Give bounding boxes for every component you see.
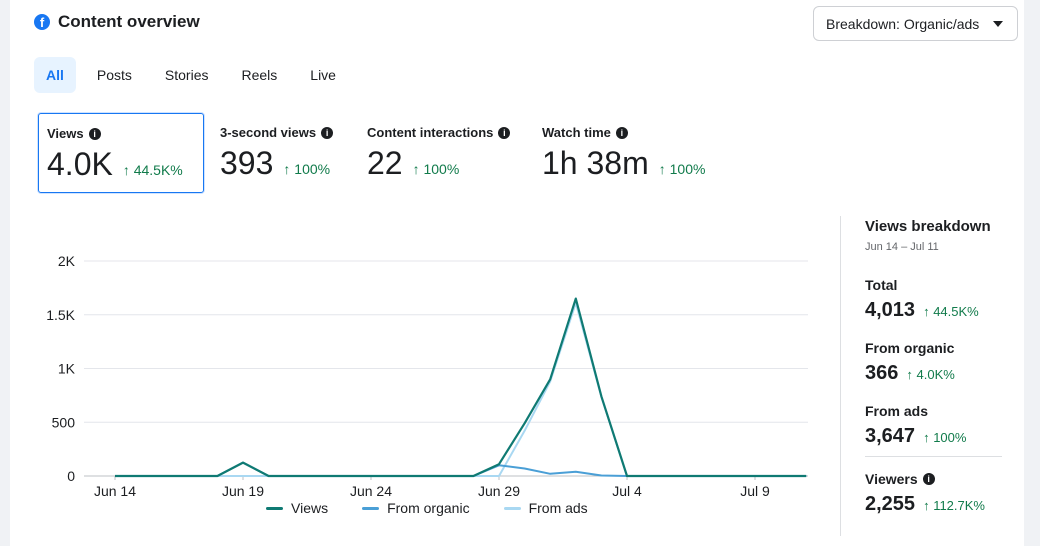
x-tick-label: Jul 4 [612, 483, 642, 499]
metric-3-second-views[interactable]: 3-second views i 393 ↑ 100% [212, 113, 352, 193]
tab-live[interactable]: Live [310, 67, 336, 83]
metric-label: Views [47, 126, 84, 141]
series-line-views [115, 297, 807, 478]
breakdown-delta: ↑ 4.0K% [906, 367, 955, 382]
legend-label: From ads [528, 500, 588, 516]
tab-all[interactable]: All [34, 57, 76, 93]
card-header: f Content overview [34, 12, 200, 32]
x-tick-label: Jun 24 [350, 483, 392, 499]
page-title: Content overview [58, 12, 200, 31]
x-tick-label: Jun 14 [94, 483, 136, 499]
breakdown-label: Breakdown: Organic/ads [826, 15, 980, 32]
tab-posts[interactable]: Posts [96, 67, 132, 83]
breakdown-value: 4,013 [865, 299, 916, 321]
y-tick-label: 0 [67, 468, 75, 484]
metric-delta: ↑ 100% [283, 161, 331, 177]
breakdown-title: Views breakdown [865, 218, 991, 235]
caret-down-icon [993, 21, 1003, 27]
info-icon[interactable]: i [88, 127, 101, 140]
metric-value: 4.0K [47, 146, 113, 182]
y-tick-label: 1.5K [46, 307, 75, 323]
metric-value: 1h 38m [542, 145, 649, 181]
x-tick-label: Jul 9 [740, 483, 770, 499]
breakdown-divider [865, 456, 1002, 457]
breakdown-label: Total [865, 277, 898, 293]
metric-label: Content interactions [367, 125, 494, 140]
section-divider [840, 216, 841, 536]
info-icon[interactable]: i [498, 126, 511, 139]
breakdown-label: Viewers [865, 471, 918, 487]
metric-views[interactable]: Views i 4.0K ↑ 44.5K% [38, 113, 204, 193]
breakdown-item-total: Total 4,013 ↑ 44.5K% [865, 277, 1010, 322]
legend-swatch [362, 506, 380, 510]
breakdown-value: 2,255 [865, 493, 916, 515]
tab-stories[interactable]: Stories [164, 67, 209, 83]
y-tick-label: 500 [52, 414, 76, 430]
breakdown-item-ads: From ads 3,647 ↑ 100% [865, 403, 1010, 448]
legend-item-views[interactable]: Views [266, 500, 328, 516]
legend-swatch [503, 506, 521, 510]
views-breakdown-panel: Views breakdown Jun 14 – Jul 11 Total 4,… [865, 218, 1010, 516]
info-icon[interactable]: i [321, 126, 334, 139]
info-icon[interactable]: i [615, 126, 628, 139]
breakdown-item-viewers: Viewers i 2,255 ↑ 112.7K% [865, 471, 1010, 516]
breakdown-label: From ads [865, 403, 929, 419]
legend-label: From organic [387, 500, 470, 516]
metric-delta: ↑ 100% [412, 161, 460, 177]
breakdown-delta: ↑ 112.7K% [923, 498, 985, 513]
metric-watch-time[interactable]: Watch time i 1h 38m ↑ 100% [534, 113, 724, 193]
legend-label: Views [291, 500, 329, 516]
breakdown-delta: ↑ 44.5K% [923, 304, 979, 319]
legend-item-from-organic[interactable]: From organic [362, 500, 470, 516]
content-overview-card: f Content overview Breakdown: Organic/ad… [10, 0, 1024, 546]
breakdown-value: 3,647 [865, 425, 916, 447]
metric-content-interactions[interactable]: Content interactions i 22 ↑ 100% [359, 113, 529, 193]
breakdown-value: 366 [865, 362, 899, 384]
y-tick-label: 2K [58, 253, 76, 269]
series-line-from-ads [115, 301, 807, 477]
info-icon[interactable]: i [922, 473, 935, 485]
breakdown-date-range: Jun 14 – Jul 11 [865, 241, 939, 253]
legend-swatch [266, 506, 283, 510]
metric-label: Watch time [542, 125, 611, 140]
metric-delta: ↑ 44.5K% [122, 162, 183, 178]
views-line-chart: 2K 1.5K 1K 500 0 Jun 14 Jun 19 Jun 24 Jun 29 Jul … [46, 253, 808, 499]
facebook-icon: f [34, 14, 50, 30]
metric-delta: ↑ 100% [658, 161, 706, 177]
metric-value: 393 [220, 145, 274, 181]
breakdown-label: From organic [865, 340, 955, 356]
legend-item-from-ads[interactable]: From ads [503, 500, 588, 516]
tab-reels[interactable]: Reels [241, 67, 278, 83]
y-tick-label: 1K [58, 361, 76, 377]
series-line-from-organic [115, 461, 807, 477]
metric-label: 3-second views [220, 125, 317, 140]
x-tick-label: Jun 19 [222, 483, 264, 499]
breakdown-dropdown[interactable]: Breakdown: Organic/ads [813, 6, 1018, 41]
breakdown-delta: ↑ 100% [923, 430, 967, 445]
chart-legend: Views From organic From ads [266, 500, 622, 516]
content-tabs: All Posts Stories Reels Live [34, 57, 357, 93]
breakdown-item-organic: From organic 366 ↑ 4.0K% [865, 340, 1010, 385]
x-tick-label: Jun 29 [478, 483, 520, 499]
metric-value: 22 [367, 145, 403, 181]
